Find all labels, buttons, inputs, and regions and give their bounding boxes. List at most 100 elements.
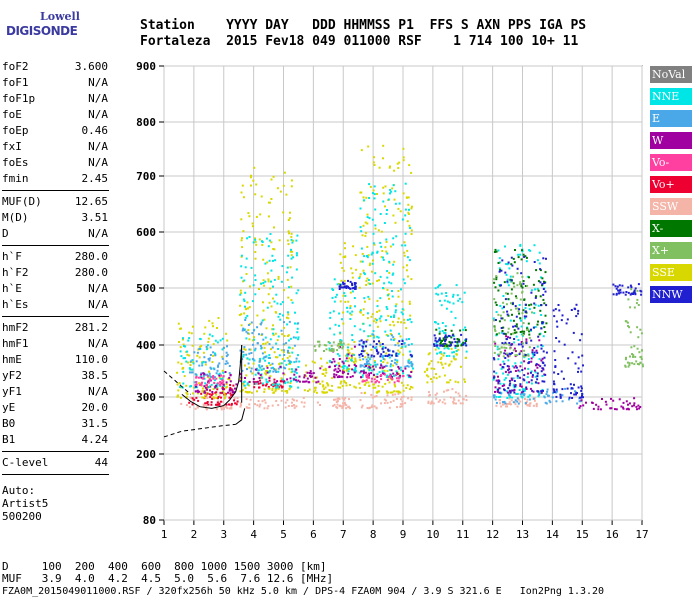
param-row: B0 31.5 (2, 417, 108, 433)
data-point-sse (239, 378, 242, 381)
data-point-w (268, 376, 271, 379)
data-point-nne (346, 354, 349, 357)
data-point-sse (266, 341, 269, 344)
data-point-x- (323, 350, 325, 352)
data-point-x- (513, 261, 516, 264)
data-point-sse (455, 353, 458, 356)
data-point-e (390, 360, 393, 362)
data-point-sse (402, 192, 405, 195)
data-point-nne (272, 332, 275, 335)
data-point-nne (246, 314, 249, 317)
data-point-nne (371, 218, 374, 221)
data-point-ssw (371, 404, 374, 407)
data-point-x- (314, 349, 317, 351)
data-point-nnw (410, 355, 413, 358)
data-point-x- (497, 289, 500, 292)
data-point-ssw (303, 401, 306, 404)
data-point-nnw (539, 268, 542, 271)
data-point-nne (518, 304, 521, 306)
data-point-nnw (554, 366, 557, 368)
data-point-sse (365, 284, 368, 286)
data-point-sse (369, 335, 372, 337)
data-point-nne (270, 269, 273, 272)
data-point-x- (341, 347, 344, 350)
data-point-nnw (537, 335, 540, 338)
data-point-nnw (537, 390, 540, 393)
data-point-ssw (499, 399, 501, 402)
data-point-vo- (257, 382, 260, 385)
data-point-sse (222, 390, 224, 393)
data-point-vo- (195, 381, 198, 383)
data-point-nnw (525, 315, 528, 318)
data-point-nne (294, 322, 296, 325)
data-point-w (239, 380, 242, 383)
data-point-w (303, 376, 306, 379)
data-point-x- (522, 309, 525, 312)
data-point-nne (297, 336, 300, 339)
data-point-sse (250, 391, 253, 394)
data-point-w (308, 372, 311, 374)
data-point-sse (398, 390, 401, 393)
data-point-vo- (228, 396, 231, 399)
data-point-sse (273, 351, 276, 354)
data-point-sse (254, 240, 257, 243)
data-point-nnw (541, 380, 544, 383)
data-point-x- (507, 331, 510, 334)
data-point-sse (282, 211, 285, 214)
data-point-nne (243, 384, 246, 387)
data-point-ssw (435, 397, 438, 400)
data-point-sse (423, 370, 426, 373)
legend-item-vo-: Vo- (650, 154, 692, 171)
data-point-sse (313, 361, 316, 364)
data-point-nne (438, 284, 441, 287)
data-point-sse (262, 309, 265, 312)
data-point-w (498, 387, 501, 390)
data-point-x- (507, 314, 510, 317)
data-point-nnw (571, 387, 574, 390)
data-point-x- (498, 347, 501, 350)
data-point-x- (325, 344, 328, 347)
data-point-w (234, 387, 236, 390)
data-point-nne (246, 383, 249, 386)
data-point-vo- (368, 376, 371, 379)
data-point-w (227, 391, 229, 394)
data-point-sse (353, 385, 356, 388)
data-point-nnw (553, 389, 556, 392)
data-point-x- (633, 345, 636, 348)
data-point-sse (204, 326, 207, 329)
data-point-e (260, 321, 263, 324)
data-point-ssw (275, 400, 278, 402)
param-row: h`F2 280.0 (2, 266, 108, 282)
data-point-w (362, 372, 365, 375)
param-row: h`E N/A (2, 282, 108, 298)
data-point-vo- (201, 381, 204, 384)
data-point-sse (275, 388, 278, 391)
data-point-nne (342, 367, 345, 370)
data-point-nnw (517, 327, 520, 330)
data-point-vo- (380, 378, 383, 381)
data-point-nne (492, 317, 495, 320)
data-point-nne (244, 316, 247, 319)
data-point-sse (262, 342, 265, 345)
data-point-w (228, 389, 231, 392)
data-point-vo- (365, 379, 368, 382)
data-point-e (517, 402, 520, 405)
param-label: h`F2 (2, 266, 29, 279)
data-point-nne (257, 369, 260, 372)
data-point-ssw (267, 405, 270, 408)
data-point-nne (520, 333, 523, 336)
data-point-sse (255, 243, 258, 246)
data-point-sse (322, 384, 325, 387)
data-point-nnw (560, 319, 563, 322)
data-point-nnw (569, 383, 572, 386)
param-row: h`F 280.0 (2, 250, 108, 266)
data-point-x- (513, 329, 516, 332)
data-point-nne (331, 287, 334, 290)
param-row: fmin 2.45 (2, 172, 108, 188)
data-point-e (516, 397, 519, 400)
data-point-w (225, 381, 228, 384)
data-point-w (614, 408, 616, 411)
data-point-nnw (558, 340, 561, 343)
data-point-nne (397, 352, 400, 355)
data-point-sse (384, 185, 387, 188)
